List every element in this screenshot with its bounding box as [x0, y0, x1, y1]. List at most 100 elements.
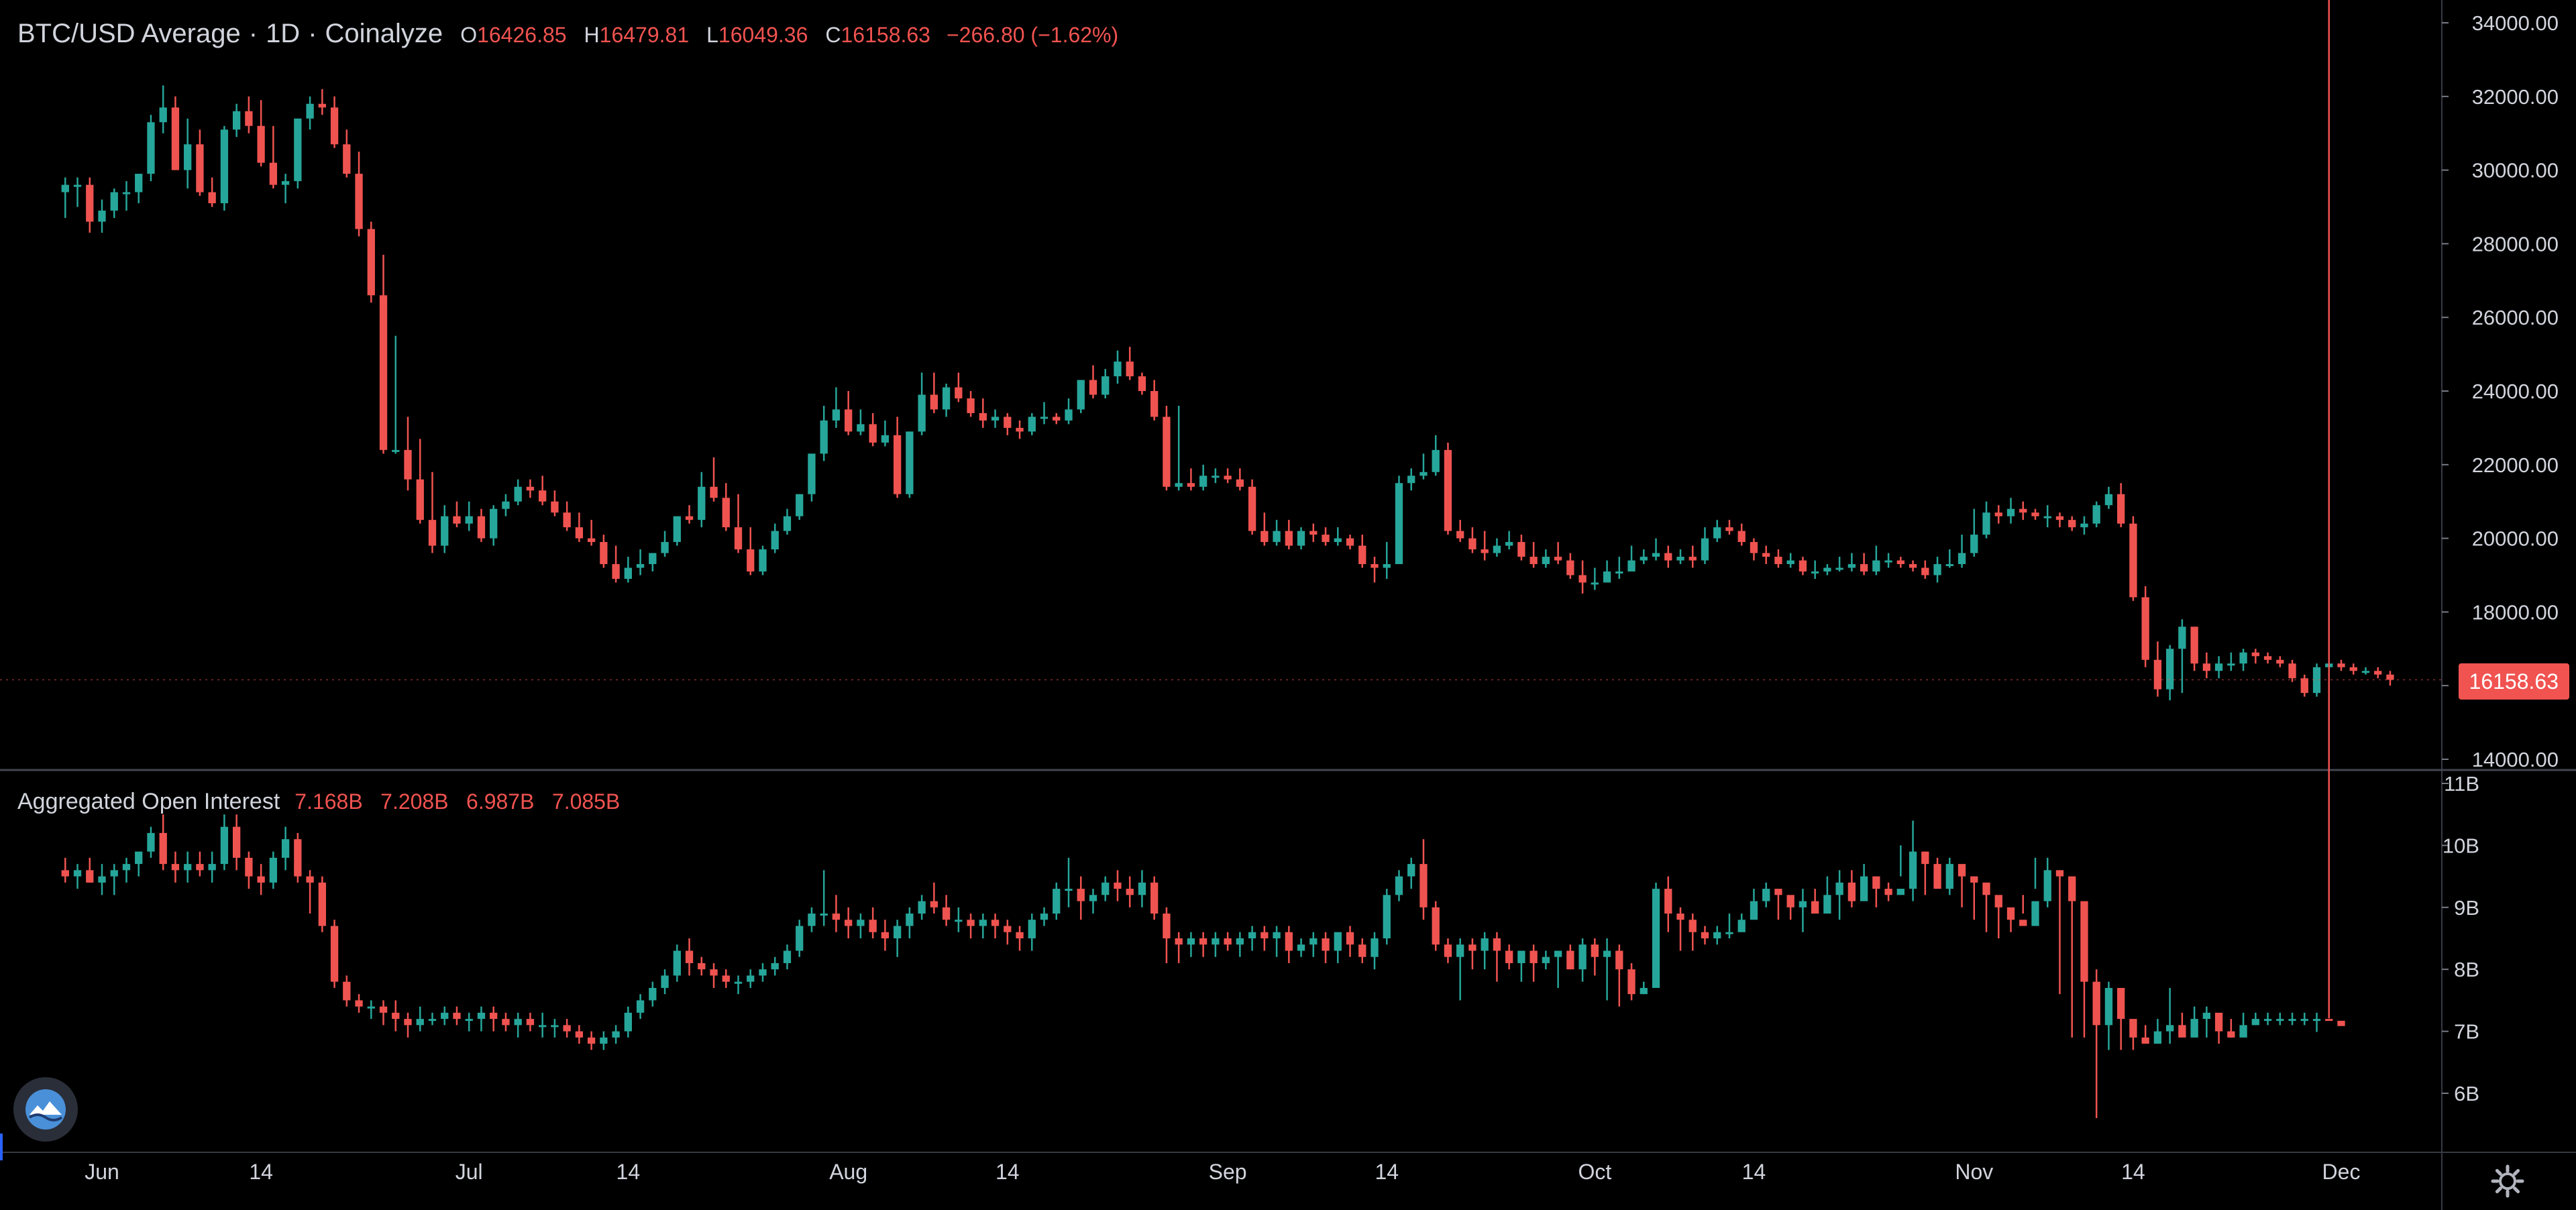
price-candle [808, 453, 816, 494]
price-candle [1297, 531, 1305, 546]
scroll-marker [0, 1134, 3, 1160]
price-candle [73, 184, 82, 187]
price-candle [453, 516, 461, 524]
oi-candle [1199, 938, 1208, 945]
oi-candle [1554, 950, 1562, 957]
oi-axis-label: 8B [2454, 958, 2479, 981]
price-candle [930, 394, 938, 410]
oi-candle [1640, 987, 1648, 995]
oi-candle [1835, 882, 1843, 895]
oi-candle [734, 981, 743, 984]
oi-candle [1896, 889, 1904, 895]
price-candle [1566, 560, 1574, 575]
gear-icon[interactable] [2489, 1162, 2526, 1200]
oi-candle [1688, 920, 1697, 932]
price-candle [2153, 659, 2162, 690]
price-candle [734, 527, 743, 550]
oi-title[interactable]: Aggregated Open Interest [17, 789, 280, 814]
price-candle [1138, 376, 1146, 391]
price-candle [1371, 564, 1379, 568]
oi-candle [1004, 926, 1012, 932]
price-candle [1212, 476, 1220, 478]
last-price-badge: 16158.63 [2458, 663, 2569, 700]
price-candle [1603, 571, 1611, 583]
price-candle [991, 417, 1000, 421]
price-candle [1175, 483, 1183, 487]
oi-axis-label: 9B [2454, 896, 2479, 920]
price-candle [1089, 380, 1097, 395]
price-candle [1823, 567, 1831, 572]
oi-candle [208, 864, 216, 871]
price-candle [1456, 531, 1464, 539]
price-candle [196, 144, 204, 192]
oi-candle [98, 876, 106, 883]
price-candle [698, 486, 706, 520]
time-axis-label: 14 [1742, 1160, 1766, 1184]
oi-candle [1236, 938, 1244, 945]
oi-candle [2055, 870, 2064, 877]
oi-candle [1652, 889, 1660, 988]
oi-candle [942, 907, 951, 920]
coinalyze-logo-icon[interactable] [13, 1077, 78, 1142]
price-candle [1334, 538, 1342, 543]
price-candle [1713, 527, 1721, 539]
price-axis-label: 14000.00 [2472, 748, 2559, 771]
time-axis-label: Sep [1209, 1160, 1247, 1184]
price-candle [2263, 656, 2272, 660]
price-candle [98, 210, 106, 222]
oi-candle [1578, 944, 1587, 970]
oi-candle [881, 932, 890, 938]
price-candle [636, 564, 645, 568]
price-candle [747, 549, 755, 572]
time-axis-label: Nov [1955, 1160, 1993, 1184]
price-candle [2080, 523, 2088, 528]
price-candle [979, 412, 987, 421]
oi-candle [2325, 1019, 2333, 1022]
price-candle [306, 103, 314, 119]
oi-candle [979, 920, 987, 926]
price-candle [1688, 557, 1697, 561]
oi-candle [61, 870, 69, 877]
price-candle [1395, 483, 1403, 565]
oi-candle [857, 920, 865, 926]
price-candle [2386, 674, 2394, 680]
symbol-title[interactable]: BTC/USD Average [17, 19, 241, 48]
oi-candle [1566, 950, 1574, 970]
price-candle [2337, 663, 2345, 667]
interval-label[interactable]: 1D [266, 19, 301, 48]
price-candle [184, 144, 192, 170]
oi-candle [1994, 895, 2002, 908]
price-candle [416, 479, 424, 520]
oi-candle [86, 870, 94, 883]
oi-candle [428, 1019, 437, 1022]
oi-candle [673, 950, 681, 976]
oi-candle [1407, 864, 1415, 877]
price-candle [771, 531, 779, 550]
oi-candle [2300, 1019, 2308, 1022]
price-candle [1774, 557, 1782, 565]
price-candle [2227, 663, 2235, 666]
price-candle [1163, 417, 1171, 487]
price-candle [465, 516, 473, 524]
oi-candle [110, 870, 118, 877]
oi-candle [2153, 1031, 2162, 1044]
oi-candle [1970, 876, 1978, 883]
price-candle [2141, 597, 2149, 660]
price-candle [281, 181, 290, 185]
oi-candle [147, 832, 155, 852]
price-candle [1957, 553, 1966, 565]
price-candle [820, 420, 828, 454]
oi-candle [2092, 981, 2100, 1026]
price-candle [685, 516, 694, 520]
price-candle [1664, 553, 1672, 561]
oi-candle [759, 969, 767, 976]
oi-candle [330, 926, 339, 982]
price-candle [171, 107, 180, 170]
oi-candle [318, 882, 326, 926]
oi-candle [930, 901, 938, 908]
oi-candle [416, 1019, 424, 1026]
price-candle [2190, 626, 2198, 664]
oi-candle [1040, 914, 1049, 920]
price-candle [257, 125, 265, 163]
